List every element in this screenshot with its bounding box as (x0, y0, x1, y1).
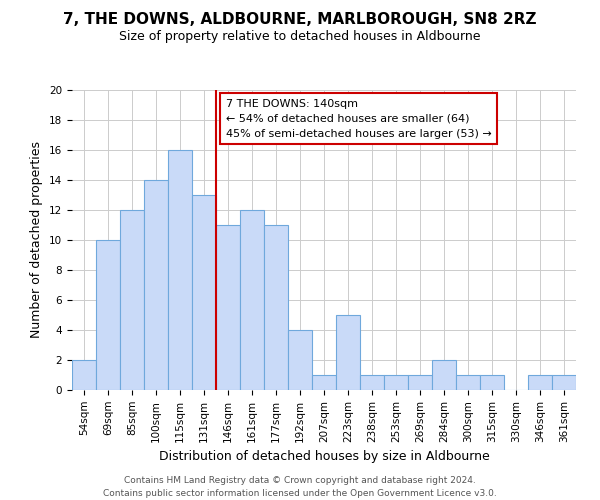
Bar (456, 375, 480, 390)
Bar (288, 330, 312, 390)
Bar (552, 375, 576, 390)
Bar (432, 360, 456, 390)
Text: Contains HM Land Registry data © Crown copyright and database right 2024.
Contai: Contains HM Land Registry data © Crown c… (103, 476, 497, 498)
Bar (96, 240, 120, 390)
Bar (384, 375, 408, 390)
Bar (528, 375, 552, 390)
Bar (192, 195, 216, 390)
Text: Size of property relative to detached houses in Aldbourne: Size of property relative to detached ho… (119, 30, 481, 43)
Bar (264, 225, 288, 390)
Y-axis label: Number of detached properties: Number of detached properties (31, 142, 43, 338)
Text: 7 THE DOWNS: 140sqm
← 54% of detached houses are smaller (64)
45% of semi-detach: 7 THE DOWNS: 140sqm ← 54% of detached ho… (226, 99, 491, 138)
Bar (360, 375, 384, 390)
Bar (240, 210, 264, 390)
Bar (120, 210, 144, 390)
Bar (480, 375, 504, 390)
Bar (216, 225, 240, 390)
Text: 7, THE DOWNS, ALDBOURNE, MARLBOROUGH, SN8 2RZ: 7, THE DOWNS, ALDBOURNE, MARLBOROUGH, SN… (63, 12, 537, 28)
X-axis label: Distribution of detached houses by size in Aldbourne: Distribution of detached houses by size … (158, 450, 490, 463)
Bar (408, 375, 432, 390)
Bar (312, 375, 336, 390)
Bar (336, 315, 360, 390)
Bar (72, 360, 96, 390)
Bar (144, 180, 168, 390)
Bar (168, 150, 192, 390)
